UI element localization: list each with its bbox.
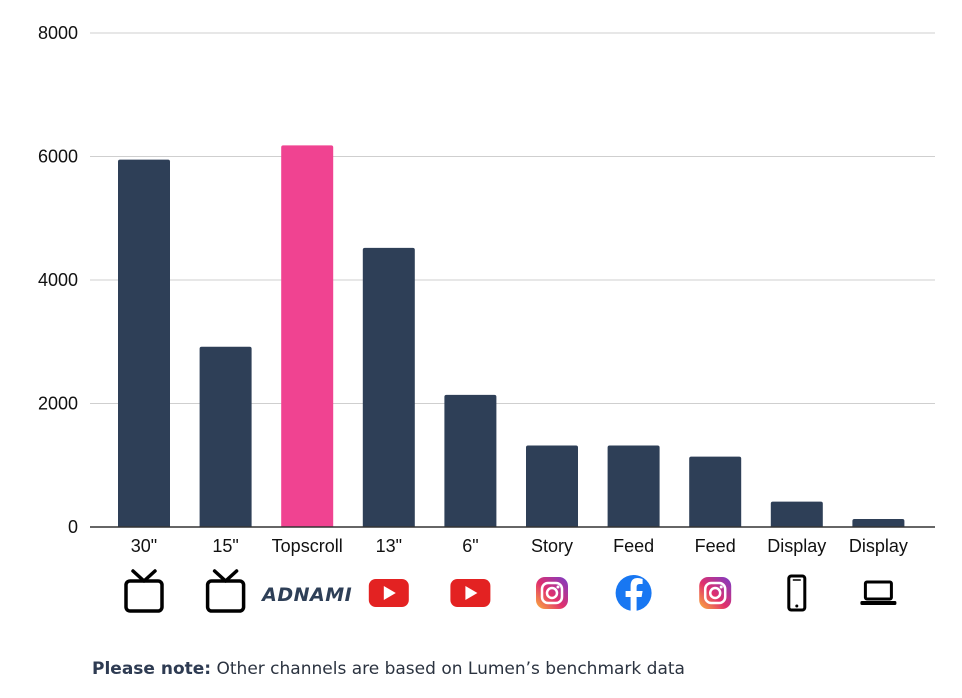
x-tick-label: 13" — [376, 536, 402, 556]
x-tick-label: 15" — [212, 536, 238, 556]
tv-icon — [205, 569, 246, 613]
bar — [444, 394, 497, 527]
bar — [607, 445, 660, 527]
facebook-icon — [615, 575, 652, 611]
category-icons: ADNAMI — [124, 569, 897, 613]
category-labels: 30" 15" Topscroll 13" 6" Story Feed Feed Display… — [131, 536, 908, 556]
adnami-logo: ADNAMI — [260, 584, 352, 606]
bar — [118, 159, 170, 527]
bar — [362, 247, 415, 527]
x-tick-label: Display — [849, 536, 908, 556]
svg-text:ADNAMI: ADNAMI — [260, 584, 352, 606]
bar-chart: 0 2000 4000 6000 8000 30" 15" Topscroll 13" 6" St… — [38, 23, 935, 613]
y-tick-label: 4000 — [38, 270, 78, 290]
youtube-icon — [368, 579, 409, 607]
footnote: Please note: Other channels are based on… — [92, 659, 685, 679]
bar — [526, 445, 578, 527]
x-tick-label: Display — [767, 536, 826, 556]
y-axis-ticks: 0 2000 4000 6000 8000 — [38, 23, 78, 537]
x-tick-label: 30" — [131, 536, 157, 556]
x-tick-label: Feed — [695, 536, 736, 556]
y-tick-label: 0 — [68, 517, 78, 537]
laptop-icon — [860, 580, 897, 605]
y-tick-label: 8000 — [38, 23, 78, 43]
x-tick-label: Feed — [613, 536, 654, 556]
x-tick-label: Story — [531, 536, 573, 556]
instagram-icon — [699, 577, 732, 609]
instagram-icon — [536, 577, 568, 609]
bar — [689, 456, 742, 527]
bar — [281, 145, 334, 527]
footnote-text: Other channels are based on Lumen’s benc… — [211, 659, 685, 679]
y-tick-label: 2000 — [38, 394, 78, 414]
bar — [770, 501, 823, 527]
grid-lines — [90, 32, 935, 404]
bar — [852, 518, 905, 527]
bar — [199, 346, 252, 527]
smartphone-icon — [787, 574, 807, 612]
footnote-bold: Please note: — [92, 659, 212, 679]
tv-icon — [124, 569, 164, 613]
x-tick-label: Topscroll — [272, 536, 343, 556]
youtube-icon — [450, 579, 491, 607]
bars — [118, 145, 905, 527]
y-tick-label: 6000 — [38, 147, 78, 167]
x-tick-label: 6" — [462, 536, 478, 556]
